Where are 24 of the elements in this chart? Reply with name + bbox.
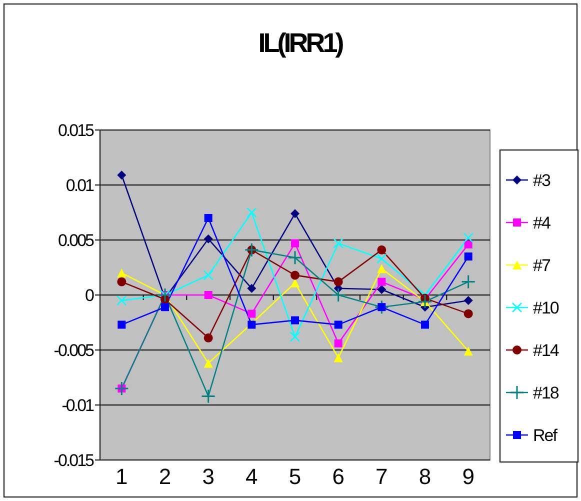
y-tick-label: -0.01 [62, 396, 94, 415]
y-tick-label: 0.01 [66, 176, 94, 195]
y-tick-label: -0.005 [54, 340, 94, 360]
y-tick-label: -0.015 [54, 450, 94, 470]
x-tick-label: 9 [462, 464, 474, 489]
legend-label: #3 [533, 170, 550, 190]
y-tick-label: 0.015 [58, 120, 94, 140]
y-tick-label: 0.005 [58, 230, 94, 250]
x-tick-label: 3 [202, 464, 214, 489]
chart-title: IL(IRR1) [258, 28, 344, 58]
legend-label: #10 [533, 298, 559, 318]
x-tick-label: 2 [158, 464, 172, 489]
legend-label: #18 [533, 383, 559, 402]
legend-label: #14 [533, 340, 559, 360]
x-tick-label: 1 [116, 464, 128, 489]
x-tick-label: 6 [332, 464, 344, 489]
legend-label: #4 [533, 213, 550, 232]
legend-label: #7 [533, 256, 550, 275]
x-tick-label: 8 [418, 464, 432, 489]
x-tick-label: 5 [288, 464, 302, 489]
x-tick-label: 7 [376, 464, 388, 489]
legend-label: Ref [533, 426, 558, 445]
y-tick-label: 0 [85, 286, 94, 305]
x-tick-label: 4 [246, 464, 258, 489]
